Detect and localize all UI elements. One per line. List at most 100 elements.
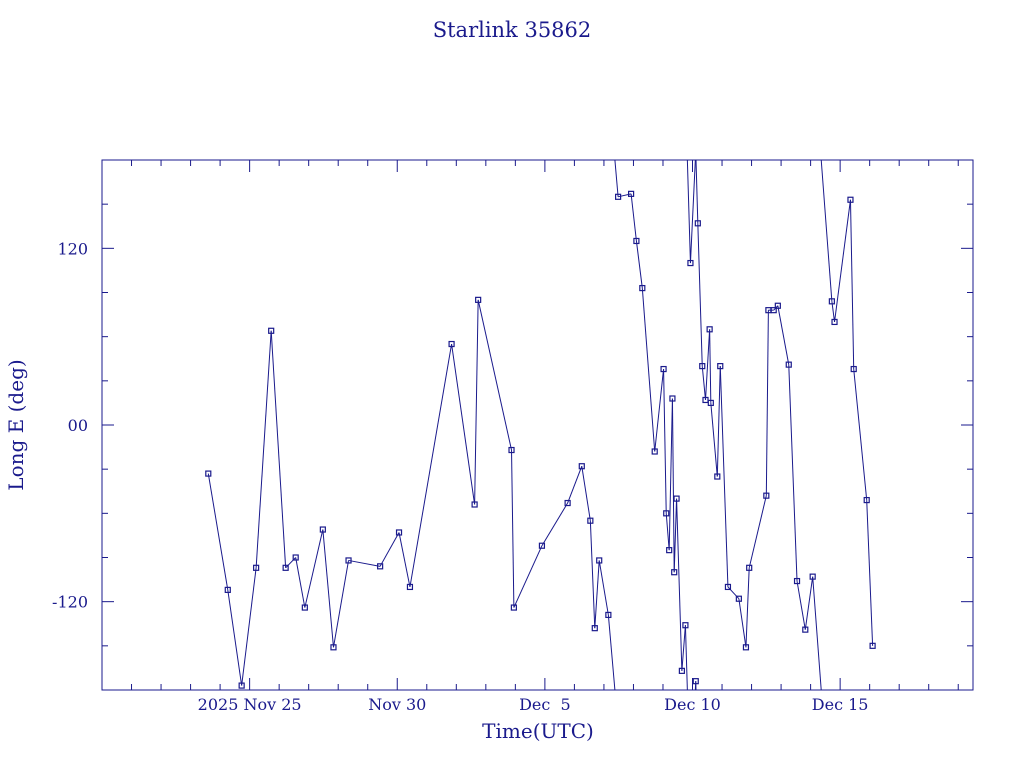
series-segment [409, 343, 453, 588]
series-segment [567, 466, 583, 504]
data-point-marker [475, 296, 482, 303]
x-tick-label: Dec 10 [664, 695, 721, 714]
data-point-marker [660, 365, 667, 373]
series-segment [727, 586, 740, 600]
series-segment [853, 369, 868, 501]
x-tick-label: Dec 15 [812, 695, 869, 714]
series-segment [684, 625, 688, 690]
data-point-marker [863, 496, 870, 504]
data-point-marker [699, 363, 706, 370]
series-segment [511, 450, 515, 608]
data-point-marker [735, 595, 742, 602]
series-segment [654, 369, 665, 452]
data-point-marker [292, 554, 299, 561]
series-segment [709, 329, 712, 403]
series-segment [820, 160, 833, 302]
series-segment [812, 576, 822, 690]
series-segment [322, 529, 334, 648]
series-segment [671, 398, 675, 573]
data-point-marker [663, 510, 670, 517]
series-segment [451, 343, 476, 505]
data-point-marker [587, 517, 594, 524]
data-point-marker [746, 564, 753, 571]
series-segment [477, 299, 513, 451]
series-segment [796, 580, 806, 630]
data-point-marker [678, 667, 685, 674]
series-segment [673, 498, 678, 573]
data-point-marker [770, 307, 777, 314]
series-segment [804, 576, 814, 630]
series-segment [304, 529, 324, 608]
data-point-marker [282, 564, 289, 571]
series-segment [270, 330, 287, 568]
series-segment [765, 310, 769, 496]
x-tick-label: Nov 30 [368, 695, 426, 714]
data-point-marker [564, 499, 571, 507]
series-segment [701, 366, 706, 401]
series-segment [541, 502, 569, 546]
data-point-marker [596, 557, 603, 564]
series-segment [777, 305, 790, 365]
data-point-marker [224, 586, 231, 593]
series-segment [285, 557, 297, 569]
data-point-marker [687, 259, 694, 267]
series-segment [398, 532, 411, 588]
series-segment [695, 160, 699, 224]
axis-tick-labels: 2025 Nov 25 Nov 30 Dec 5 Dec 10 Dec 15 -120 00… [52, 239, 868, 714]
data-point-marker [671, 569, 678, 576]
data-point-marker [615, 193, 622, 200]
data-point-marker [850, 365, 857, 373]
series-segment [207, 473, 229, 590]
data-point-marker [268, 327, 275, 334]
series-group [205, 160, 876, 690]
data-point-marker [627, 190, 635, 197]
series-segment [705, 329, 711, 401]
chart-title: Starlink 35862 [433, 18, 592, 42]
series-segment [295, 557, 306, 608]
data-point-marker [510, 604, 517, 611]
series-segment [635, 240, 643, 289]
data-point-marker [742, 644, 750, 651]
series-segment [866, 500, 874, 646]
series-segment [589, 520, 596, 629]
data-point-marker [714, 473, 721, 480]
y-axis-label: Long E (deg) [4, 359, 28, 490]
series-segment [227, 589, 243, 686]
data-point-marker [802, 626, 809, 633]
series-segment [607, 614, 616, 690]
series-segment [474, 299, 479, 505]
data-point-marker [377, 563, 384, 570]
series-segment [241, 567, 257, 686]
series-segment [641, 288, 656, 452]
data-point-marker [831, 318, 838, 326]
series-segment [697, 223, 703, 367]
series-segment [831, 301, 836, 323]
series-segment [689, 160, 696, 264]
data-point-marker [717, 363, 724, 370]
series-segment [849, 199, 855, 370]
data-point-marker [448, 340, 455, 348]
series-segment [834, 199, 851, 323]
data-point-marker [724, 583, 732, 591]
data-point-marker [847, 196, 854, 203]
data-point-marker [651, 448, 658, 455]
data-point-marker [763, 492, 770, 499]
data-point-marker [538, 542, 546, 549]
series-segment [379, 532, 400, 567]
data-point-marker [682, 622, 689, 629]
series-segment [581, 466, 591, 521]
data-point-marker [707, 399, 714, 407]
series-segment [710, 402, 718, 477]
data-point-marker [706, 326, 713, 333]
data-point-marker [591, 625, 598, 632]
series-segment [665, 513, 670, 551]
data-point-marker [301, 604, 308, 611]
series-segment [598, 560, 609, 615]
x-tick-label: 2025 Nov 25 [198, 695, 302, 714]
series-segment [716, 366, 721, 477]
x-tick-label: Dec 5 [519, 695, 571, 714]
data-point-marker [345, 557, 352, 564]
series-segment [255, 330, 272, 568]
data-point-marker [238, 682, 245, 689]
